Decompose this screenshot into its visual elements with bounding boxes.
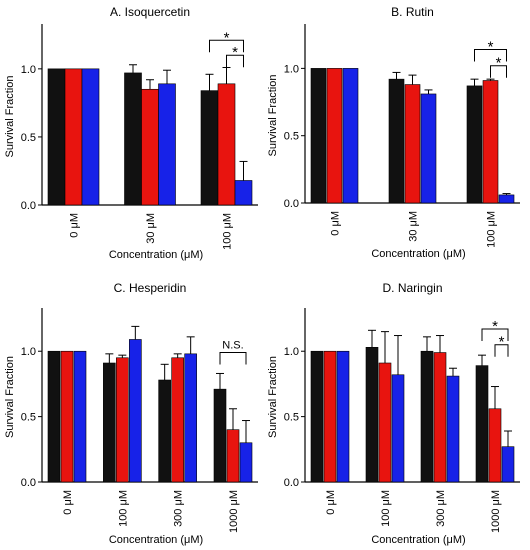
- bar-series2-cat4: [488, 408, 502, 483]
- significance-bracket: [494, 344, 509, 357]
- bar-series2-cat2: [116, 357, 129, 483]
- significance-label: *: [496, 55, 502, 72]
- bar-series3-cat3: [446, 375, 460, 483]
- y-tick-label: 1.0: [284, 346, 299, 358]
- bar-series1-cat1: [47, 350, 61, 483]
- y-tick-label: 0.0: [284, 477, 299, 489]
- x-tick-label: 0 μM: [330, 211, 342, 236]
- y-tick-label: 0.0: [21, 200, 36, 212]
- chart-panel-4: D. Naringin 0.0 0.5 1.0 Survival Fraction Con…: [267, 281, 520, 546]
- bar-series2-cat1: [64, 68, 83, 206]
- x-tick-label: 30 μM: [145, 213, 157, 244]
- bar-series3-cat4: [501, 446, 515, 483]
- chart-title: B. Rutin: [391, 5, 434, 19]
- x-axis-label: Concentration (μM): [109, 534, 203, 546]
- bar-series3-cat2: [391, 374, 405, 483]
- bar-series1-cat2: [124, 72, 142, 206]
- y-tick-label: 0.5: [21, 412, 36, 424]
- bar-series3-cat1: [73, 350, 87, 483]
- bar-series3-cat4: [239, 442, 253, 483]
- chart-title: D. Naringin: [382, 281, 442, 295]
- x-tick-label: 1000 μM: [228, 490, 240, 533]
- chart-title: C. Hesperidin: [114, 281, 187, 295]
- significance-label: *: [499, 334, 505, 351]
- chart-title: A. Isoquercetin: [110, 5, 190, 19]
- x-tick-label: 1000 μM: [490, 490, 502, 533]
- bar-series1-cat1: [310, 68, 327, 204]
- bar-series1-cat1: [47, 68, 66, 206]
- bar-series3-cat2: [420, 93, 437, 204]
- significance-label: N.S.: [222, 340, 243, 352]
- bar-series2-cat1: [323, 350, 337, 483]
- x-tick-label: 300 μM: [173, 490, 185, 527]
- x-tick-label: 100 μM: [486, 211, 498, 248]
- x-tick-label: 100 μM: [380, 490, 392, 527]
- x-tick-label: 0 μM: [62, 490, 74, 515]
- y-axis-label: Survival Fraction: [4, 356, 16, 438]
- y-tick-label: 1.0: [21, 64, 36, 76]
- x-axis-label: Concentration (μM): [109, 249, 203, 261]
- bar-series1-cat3: [420, 350, 434, 483]
- bar-series3-cat2: [158, 83, 176, 206]
- bar-series3-cat3: [184, 353, 197, 483]
- bar-series2-cat4: [226, 429, 240, 483]
- bar-series3-cat3: [234, 180, 253, 206]
- bar-series3-cat2: [129, 339, 142, 483]
- y-axis-label: Survival Fraction: [267, 75, 279, 157]
- significance-bracket: [490, 65, 507, 78]
- x-tick-label: 0 μM: [325, 490, 337, 515]
- y-tick-label: 0.0: [21, 477, 36, 489]
- chart-panel-1: A. Isoquercetin 0.0 0.5 1.0 Survival Fractio…: [4, 5, 258, 261]
- significance-label: *: [224, 29, 230, 46]
- significance-bracket: [226, 54, 244, 68]
- y-tick-label: 0.0: [284, 198, 299, 210]
- bar-series2-cat2: [141, 88, 159, 206]
- bar-series1-cat3: [466, 85, 483, 204]
- significance-label: *: [232, 44, 238, 61]
- x-tick-label: 100 μM: [117, 490, 129, 527]
- bar-series1-cat3: [200, 90, 219, 206]
- y-tick-label: 0.5: [284, 412, 299, 424]
- y-tick-label: 0.5: [284, 131, 299, 143]
- y-tick-label: 0.5: [21, 132, 36, 144]
- chart-panel-3: C. Hesperidin 0.0 0.5 1.0 Survival Fraction C…: [4, 281, 258, 546]
- x-tick-label: 30 μM: [408, 211, 420, 242]
- significance-bracket: [474, 49, 507, 62]
- x-axis-label: Concentration (μM): [371, 248, 465, 260]
- significance-label: *: [492, 318, 498, 335]
- bar-series1-cat3: [158, 379, 171, 483]
- x-axis-label: Concentration (μM): [371, 534, 465, 546]
- y-tick-label: 1.0: [21, 346, 36, 358]
- bar-series1-cat1: [310, 350, 324, 483]
- bar-series2-cat2: [404, 84, 421, 204]
- bar-series2-cat1: [60, 350, 74, 483]
- bar-series3-cat3: [498, 194, 515, 204]
- bar-series3-cat1: [342, 68, 359, 204]
- bar-series2-cat3: [217, 83, 236, 206]
- x-tick-label: 0 μM: [69, 213, 81, 238]
- bar-series1-cat2: [103, 362, 116, 483]
- x-tick-label: 100 μM: [222, 213, 234, 250]
- chart-panel-2: B. Rutin 0.0 0.5 1.0 Survival Fraction Concen…: [267, 5, 520, 260]
- bar-series1-cat4: [213, 388, 227, 483]
- y-axis-label: Survival Fraction: [267, 356, 279, 438]
- bar-series2-cat2: [378, 362, 392, 483]
- bar-series1-cat2: [365, 347, 379, 483]
- bar-series2-cat3: [482, 80, 499, 204]
- bar-series2-cat3: [171, 357, 184, 483]
- significance-bracket: [481, 328, 509, 341]
- y-axis-label: Survival Fraction: [4, 76, 16, 158]
- bar-series2-cat3: [433, 352, 447, 483]
- significance-label: *: [488, 39, 494, 56]
- significance-bracket: [209, 39, 244, 53]
- x-tick-label: 300 μM: [435, 490, 447, 527]
- significance-bracket: [219, 352, 247, 365]
- bar-series3-cat1: [336, 350, 350, 483]
- bar-series1-cat2: [388, 78, 405, 204]
- bar-series2-cat1: [326, 68, 343, 204]
- bar-series1-cat4: [475, 365, 489, 483]
- y-tick-label: 1.0: [284, 63, 299, 75]
- bar-series3-cat1: [81, 68, 100, 206]
